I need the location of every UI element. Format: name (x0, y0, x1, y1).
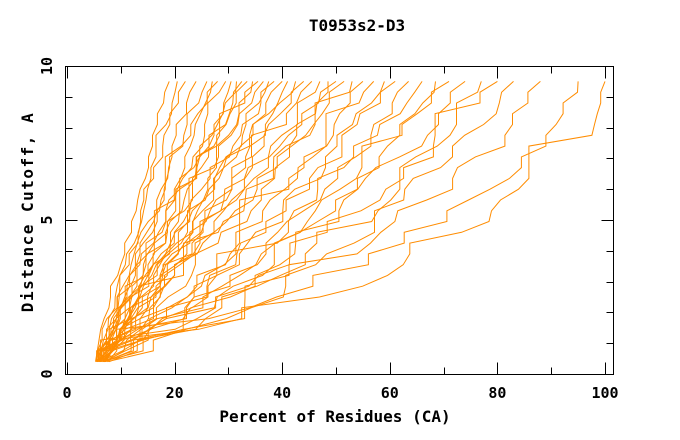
model-curve (99, 81, 178, 362)
y-axis-title: Distance Cutoff, A (18, 112, 37, 312)
chart-title: T0953s2-D3 (309, 16, 405, 35)
model-curve (96, 80, 450, 363)
x-tick-label: 80 (488, 384, 506, 402)
y-tick-label: 0 (38, 369, 56, 378)
model-curve (105, 81, 375, 362)
x-axis-title: Percent of Residues (CA) (219, 407, 450, 426)
model-curve (105, 81, 254, 362)
x-tick-label: 0 (62, 384, 71, 402)
x-tick-label: 40 (273, 384, 291, 402)
model-curve (103, 81, 541, 363)
model-curve (100, 81, 275, 363)
model-curve (107, 81, 579, 363)
model-curve (96, 81, 283, 362)
model-curve (99, 80, 498, 362)
model-curve (104, 81, 232, 362)
model-curve (95, 81, 218, 362)
model-curve (108, 81, 482, 363)
model-curve (96, 81, 313, 363)
curves-group (95, 80, 606, 363)
y-tick-label: 10 (38, 57, 56, 75)
model-curve (97, 80, 337, 362)
model-curve (107, 81, 514, 363)
model-curve (96, 81, 248, 362)
model-curve (98, 81, 409, 363)
model-curve (95, 81, 353, 362)
model-curve (100, 81, 321, 363)
plot-frame (65, 66, 614, 375)
model-curve (97, 81, 237, 362)
model-curve (100, 81, 423, 362)
model-curve (95, 81, 170, 362)
model-curve (98, 81, 297, 362)
y-tick-label: 5 (38, 215, 56, 224)
model-curve (97, 81, 264, 362)
axes-group: 0 20 40 60 80 100 0 5 10 (38, 57, 619, 402)
model-curve (98, 81, 259, 362)
model-curve (99, 81, 364, 363)
model-curve (104, 81, 436, 363)
model-curve (101, 81, 305, 362)
x-tick-label: 60 (381, 384, 399, 402)
x-tick-label: 100 (591, 384, 618, 402)
model-curve (98, 81, 208, 362)
x-tick-label: 20 (166, 384, 184, 402)
model-curve (109, 81, 606, 362)
model-curve (102, 80, 345, 363)
model-curve (103, 80, 396, 363)
